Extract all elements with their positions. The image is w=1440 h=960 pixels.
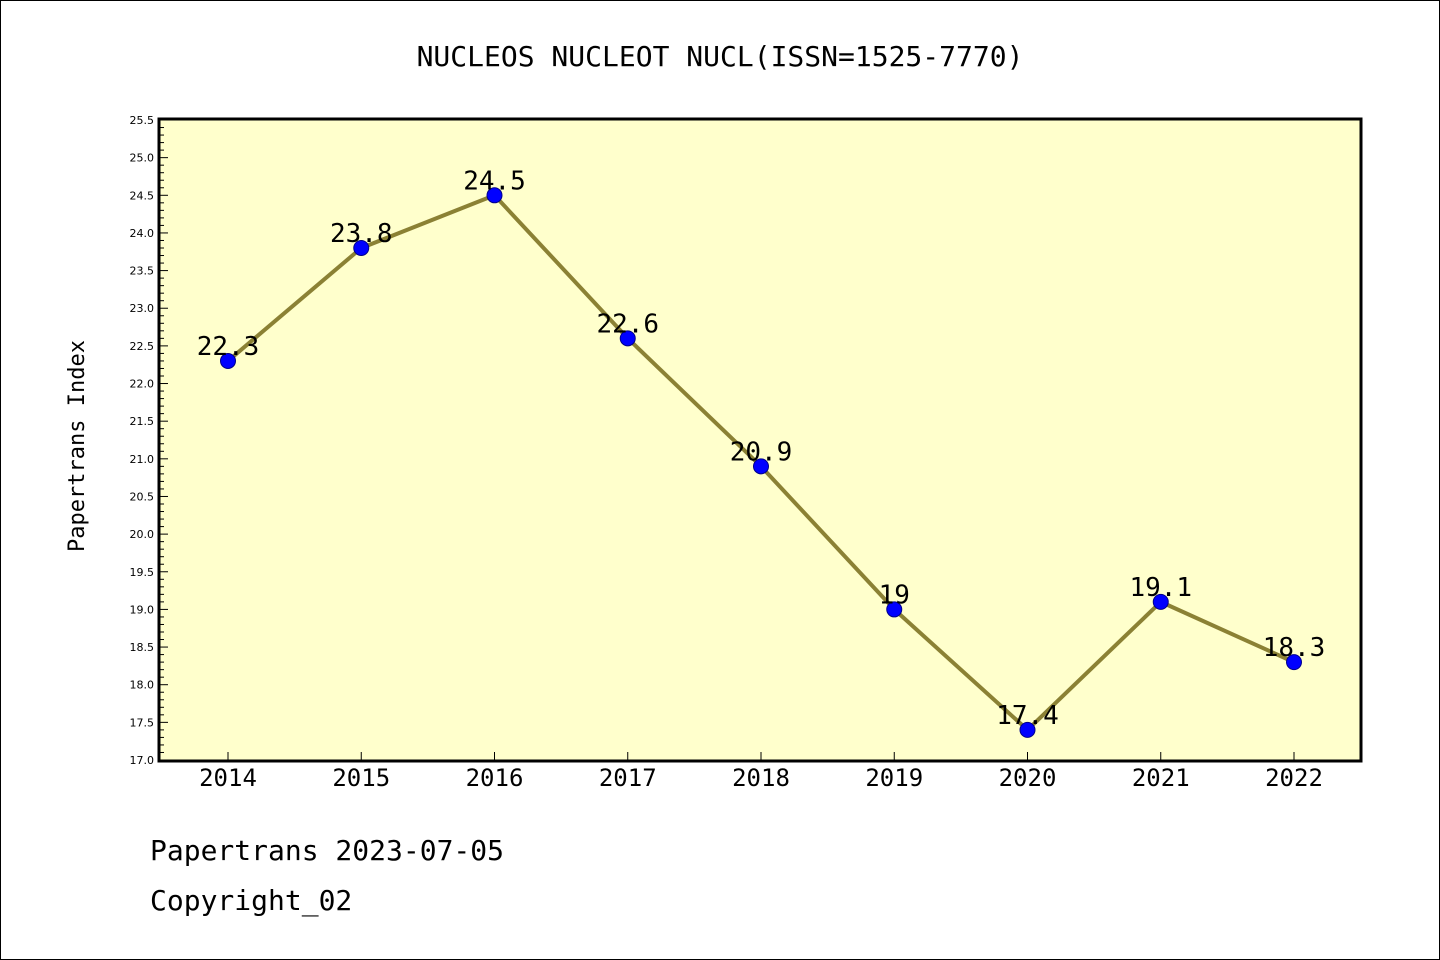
x-tick-label: 2021 (1132, 764, 1190, 792)
data-point (220, 352, 236, 369)
data-label: 20.9 (730, 437, 793, 467)
data-label: 18.3 (1263, 633, 1326, 663)
y-tick-label: 24.0 (130, 227, 155, 240)
y-tick-label: 21.5 (130, 415, 155, 428)
y-tick-label: 17.5 (130, 716, 155, 729)
y-tick-label: 21.0 (130, 453, 155, 466)
data-label: 24.5 (463, 166, 526, 196)
axis-ticks: 17.0 17.5 18.0 18.5 19.0 19.5 20.0 20.5 21.0 21.5… (130, 114, 1323, 792)
data-label: 23.8 (330, 219, 393, 249)
y-tick-label: 17.0 (130, 754, 155, 767)
x-tick-label: 2016 (466, 764, 524, 792)
footer-copyright-line: Copyright_02 (150, 884, 353, 917)
data-label: 19.1 (1129, 573, 1192, 603)
data-point (1019, 721, 1036, 738)
y-tick-label: 18.0 (130, 679, 155, 692)
y-tick-label: 19.5 (130, 566, 155, 579)
y-tick-label: 25.0 (130, 152, 155, 165)
x-tick-label: 2018 (732, 764, 790, 792)
data-label: 22.3 (197, 332, 260, 362)
data-point (753, 458, 769, 475)
y-tick-label: 22.0 (130, 378, 155, 391)
x-tick-label: 2022 (1265, 764, 1323, 792)
y-tick-label: 25.5 (130, 114, 155, 127)
data-point (1286, 654, 1302, 671)
x-tick-label: 2019 (865, 764, 923, 792)
y-tick-label: 19.0 (130, 603, 155, 616)
footer-date-line: Papertrans 2023-07-05 (150, 834, 505, 867)
x-tick-label: 2017 (599, 764, 657, 792)
chart-title: NUCLEOS NUCLEOT NUCL(ISSN=1525-7770) (417, 40, 1024, 73)
data-label: 22.6 (596, 309, 659, 339)
x-tick-label: 2015 (332, 764, 390, 792)
data-point (486, 187, 503, 204)
x-tick-label: 2014 (199, 764, 257, 792)
y-tick-label: 22.5 (130, 340, 155, 353)
x-tick-label: 2020 (999, 764, 1057, 792)
y-tick-label: 20.0 (130, 528, 155, 541)
data-point (353, 240, 370, 256)
y-tick-label: 23.5 (130, 265, 155, 278)
data-label: 17.4 (996, 701, 1059, 731)
y-tick-label: 18.5 (130, 641, 155, 654)
data-point (1152, 593, 1169, 610)
y-tick-label: 23.0 (130, 302, 155, 315)
series-layer: 22.3 23.8 24.5 22.6 20.9 19 17.4 19.1 18.3 (197, 166, 1326, 738)
y-tick-label: 20.5 (130, 490, 155, 503)
data-point (886, 601, 903, 618)
data-label: 19 (879, 580, 910, 610)
data-point (619, 330, 636, 347)
y-axis-label: Papertrans Index (65, 340, 90, 552)
plot-area (157, 117, 1363, 763)
y-tick-label: 24.5 (130, 189, 155, 202)
